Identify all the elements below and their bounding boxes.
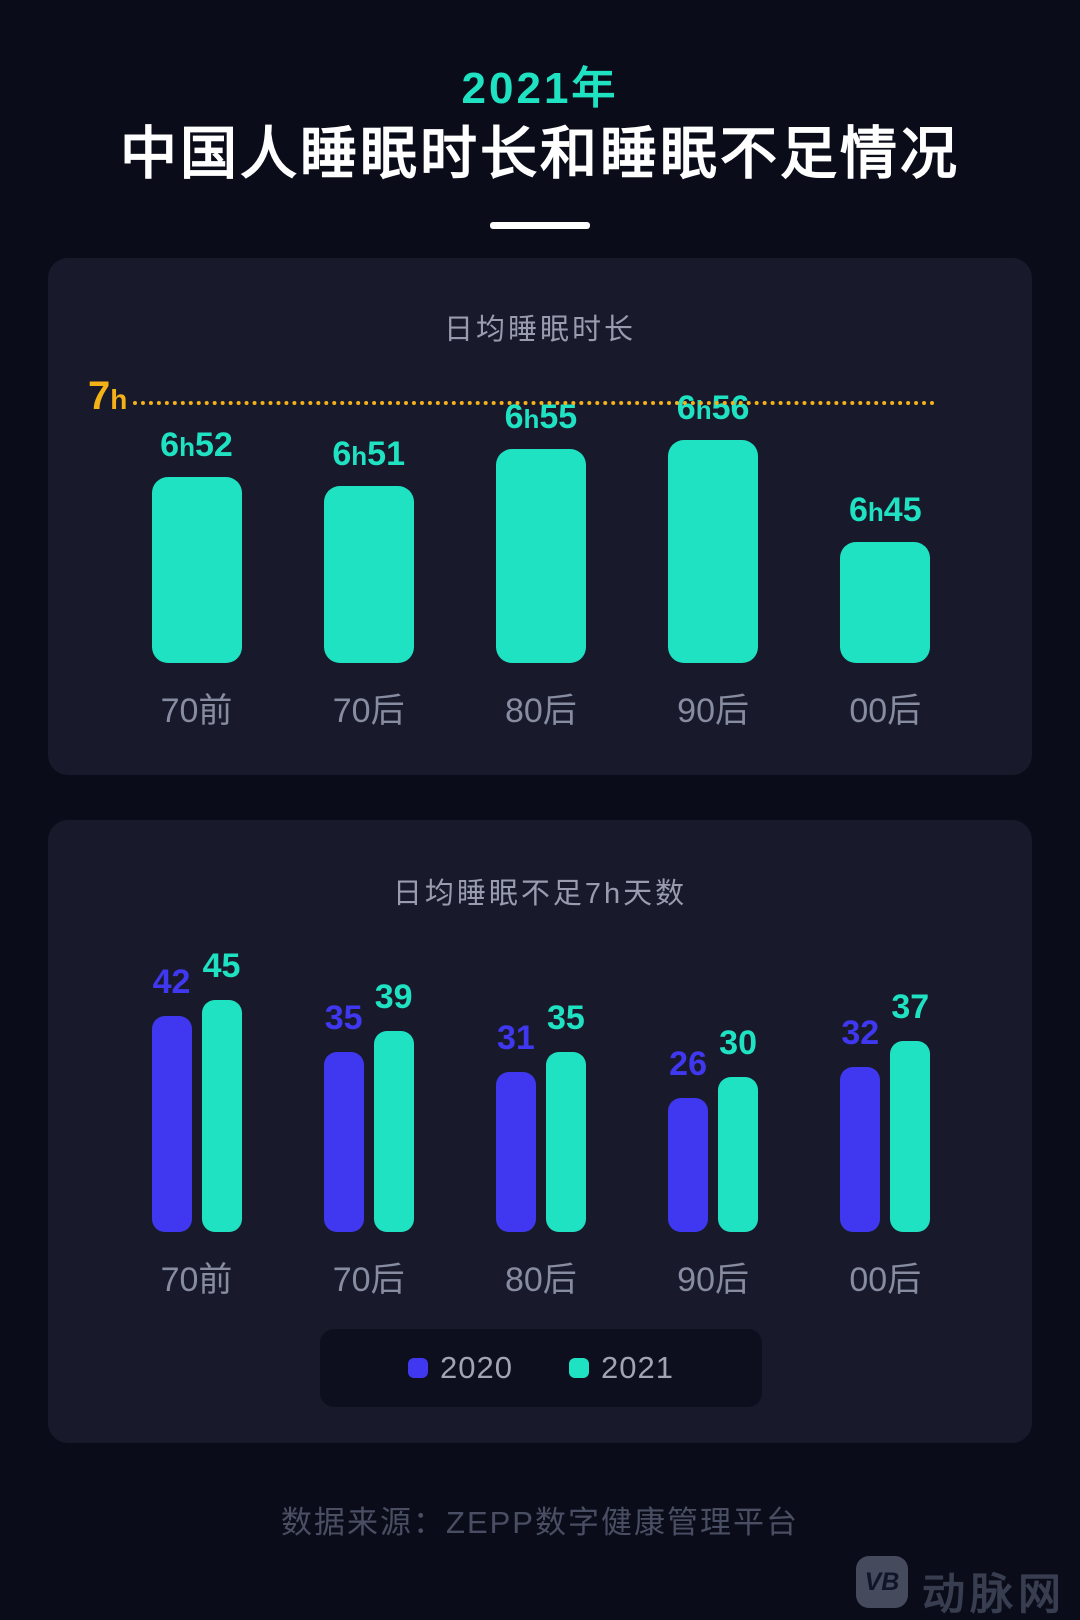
duration-value-label: 6h52 (160, 426, 233, 464)
deficit-category-label: 80后 (504, 1261, 577, 1299)
deficit-bar-2020 (840, 1067, 881, 1232)
deficit-column: 32 37 (799, 820, 971, 1232)
deficit-value-label: 31 (496, 1019, 535, 1057)
vcbeat-logo-icon: VB (856, 1556, 908, 1608)
duration-category-label: 80后 (504, 692, 577, 730)
deficit-value-label: 45 (202, 947, 241, 985)
legend: 2020 2021 (320, 1329, 762, 1407)
duration-bar (323, 486, 414, 663)
deficit-column: 42 45 (111, 820, 283, 1232)
deficit-bar-2020 (495, 1072, 536, 1232)
deficit-bar-2021 (718, 1077, 759, 1232)
deficit-bar-2020 (668, 1098, 709, 1232)
ref-line-7h (133, 401, 935, 405)
duration-category-label: 70后 (332, 692, 405, 730)
duration-column: 6h56 (627, 258, 799, 663)
deficit-value-label: 39 (374, 978, 413, 1016)
duration-category-label: 90后 (677, 692, 749, 730)
deficit-value-label: 35 (546, 999, 585, 1037)
duration-category-label: 70前 (160, 692, 233, 730)
legend-swatch-2021 (569, 1358, 589, 1378)
legend-label-2021: 2021 (601, 1350, 674, 1385)
sleep-duration-card: 日均睡眠时长 7h 6h52 6h51 6h55 6h56 6h45 70前 70后 80后… (48, 258, 1032, 775)
deficit-bar-2021 (545, 1052, 586, 1232)
duration-bar (151, 477, 242, 663)
duration-value-label: 6h56 (676, 389, 750, 427)
duration-categories: 70前 70后 80后 90后 00后 (48, 683, 1032, 730)
duration-bar (668, 440, 759, 663)
deficit-value-label: 42 (152, 963, 191, 1001)
deficit-category-label: 70后 (332, 1261, 405, 1299)
deficit-column: 31 35 (455, 820, 627, 1232)
duration-category-label: 00后 (849, 692, 922, 730)
deficit-value-label: 37 (891, 988, 930, 1026)
deficit-value-label: 30 (719, 1024, 757, 1062)
legend-label-2020: 2020 (440, 1350, 513, 1385)
legend-item-2020: 2020 (408, 1350, 513, 1386)
page-title: 中国人睡眠时长和睡眠不足情况 (120, 122, 960, 186)
duration-value-label: 6h51 (332, 435, 405, 473)
sleep-deficit-chart-title: 日均睡眠不足7h天数 (392, 878, 688, 910)
deficit-categories: 70前 70后 80后 90后 00后 (48, 1252, 1032, 1299)
deficit-value-label: 26 (669, 1045, 707, 1083)
duration-bar (840, 542, 931, 663)
deficit-bar-2021 (890, 1041, 931, 1232)
duration-value-label: 6h45 (848, 491, 922, 529)
legend-swatch-2020 (408, 1358, 429, 1378)
deficit-category-label: 70前 (160, 1261, 233, 1299)
duration-bar (495, 449, 586, 663)
deficit-bar-2021 (201, 1000, 242, 1232)
sleep-deficit-card: 日均睡眠不足7h天数 42 45 35 39 31 35 26 30 32 37 70前 70后 80… (48, 820, 1032, 1443)
ref-line-label: 7h (88, 374, 128, 418)
deficit-bar-2021 (373, 1031, 414, 1232)
vcbeat-watermark-text: 动脉网 (922, 1571, 1066, 1619)
deficit-category-label: 00后 (849, 1261, 922, 1299)
sleep-duration-chart-title: 日均睡眠时长 (443, 314, 636, 346)
deficit-value-label: 35 (324, 999, 363, 1037)
deficit-column: 26 30 (627, 820, 799, 1232)
year-title: 2021年 (461, 64, 619, 113)
deficit-value-label: 32 (841, 1014, 880, 1052)
deficit-column: 35 39 (283, 820, 455, 1232)
deficit-plot: 42 45 35 39 31 35 26 30 32 37 (48, 820, 1032, 1232)
duration-plot: 7h 6h52 6h51 6h55 6h56 6h45 (48, 258, 1032, 663)
duration-column: 6h52 (111, 258, 283, 663)
duration-column: 6h51 (283, 258, 455, 663)
duration-column: 6h55 (455, 258, 627, 663)
deficit-bar-2020 (151, 1016, 192, 1232)
data-source-text: 数据来源：ZEPP数字健康管理平台 (281, 1505, 799, 1540)
deficit-bar-2020 (323, 1052, 364, 1232)
legend-item-2021: 2021 (569, 1350, 674, 1386)
duration-column: 6h45 (799, 258, 971, 663)
deficit-category-label: 90后 (677, 1261, 749, 1299)
title-underline (490, 222, 590, 229)
